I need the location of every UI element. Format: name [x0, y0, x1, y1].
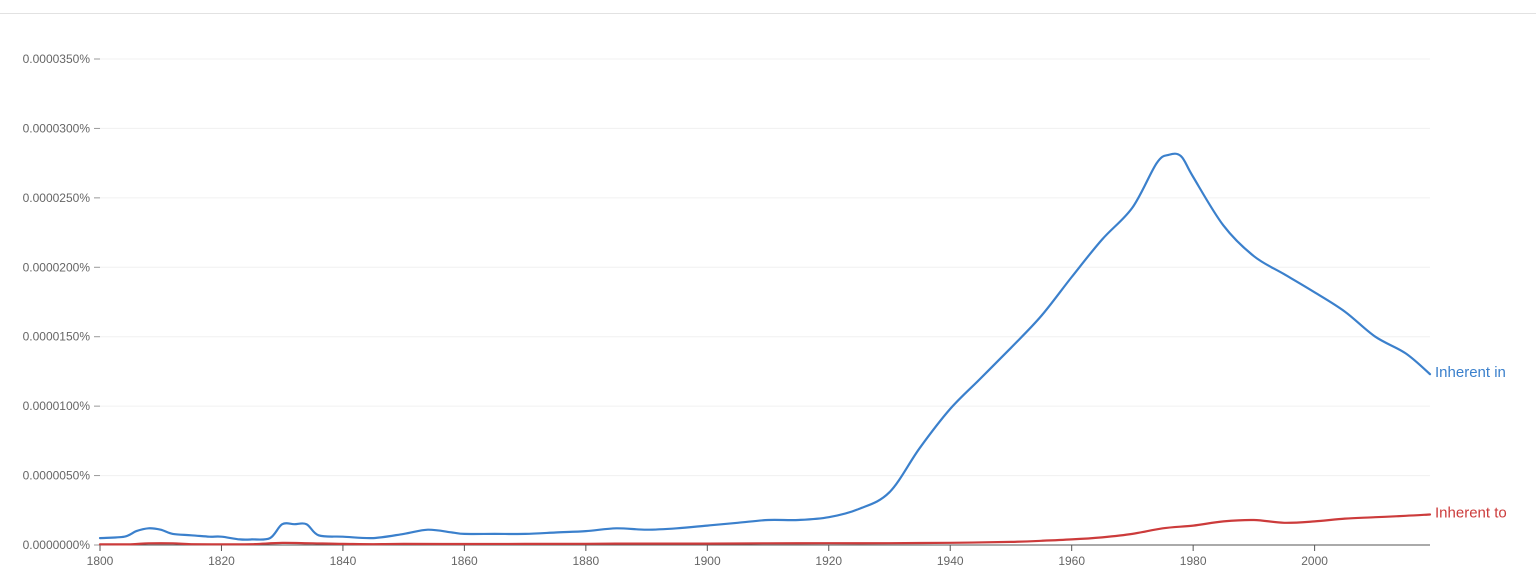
y-tick-label-2: 0.0000100% [23, 399, 91, 413]
series-line-0[interactable] [98, 152, 1432, 541]
series-line-1[interactable] [98, 513, 1432, 546]
x-tick-label-7: 1940 [937, 554, 964, 568]
top-divider [0, 13, 1536, 14]
x-tick-label-9: 1980 [1180, 554, 1207, 568]
y-tick-label-3: 0.0000150% [23, 330, 91, 344]
x-axis: 1800 1820 1840 1860 1880 1900 1920 1940 1960 1980… [87, 544, 1430, 568]
x-tick-label-0: 1800 [87, 554, 114, 568]
x-tick-label-1: 1820 [208, 554, 235, 568]
x-tick-label-5: 1900 [694, 554, 721, 568]
x-tick-label-2: 1840 [330, 554, 357, 568]
series-label-1: Inherent to [1435, 504, 1507, 521]
gridlines [100, 58, 1430, 477]
x-tick-label-8: 1960 [1058, 554, 1085, 568]
y-tick-label-6: 0.0000300% [23, 121, 91, 135]
y-axis: 0.0000000% 0.0000050% 0.0000100% 0.0000150%… [23, 52, 100, 552]
y-tick-label-7: 0.0000350% [23, 52, 91, 66]
y-tick-label-5: 0.0000250% [23, 191, 91, 205]
x-tick-label-3: 1860 [451, 554, 478, 568]
x-tick-label-4: 1880 [572, 554, 599, 568]
series-layer: Inherent in Inherent to [98, 152, 1507, 546]
series-label-0: Inherent in [1435, 364, 1506, 381]
y-tick-label-1: 0.0000050% [23, 469, 91, 483]
y-tick-label-0: 0.0000000% [23, 538, 91, 552]
x-tick-label-10: 2000 [1301, 554, 1328, 568]
y-tick-label-4: 0.0000200% [23, 260, 91, 274]
x-tick-label-6: 1920 [815, 554, 842, 568]
